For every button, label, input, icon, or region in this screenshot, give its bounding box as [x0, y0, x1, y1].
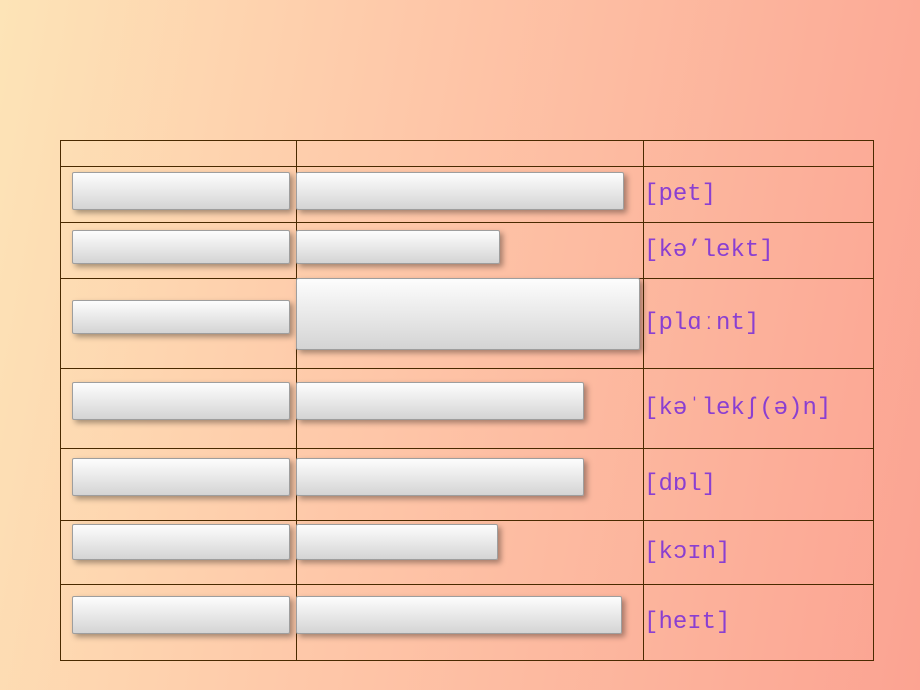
table-header-row [61, 141, 874, 167]
cover-bar-row4-col2 [296, 382, 584, 420]
ipa-cell: [dɒl] [644, 449, 874, 521]
ipa-text: [pet] [644, 181, 716, 208]
cover-bar-row5-col1 [72, 458, 290, 496]
ipa-text: [heɪt] [644, 609, 730, 636]
ipa-cell: [kə’lekt] [644, 223, 874, 279]
header-col1 [61, 141, 297, 167]
cover-bar-row1-col1 [72, 172, 290, 210]
cover-bar-row7-col1 [72, 596, 290, 634]
ipa-cell: [plɑːnt] [644, 279, 874, 369]
header-col3 [644, 141, 874, 167]
ipa-text: [kəˈlekʃ(ə)n] [644, 395, 831, 422]
cover-bar-row7-col2 [296, 596, 622, 634]
ipa-cell: [kɔɪn] [644, 521, 874, 585]
cover-bar-row1-col2 [296, 172, 624, 210]
cover-bar-row2-col1 [72, 230, 290, 264]
ipa-text: [plɑːnt] [644, 310, 759, 337]
cover-bar-row4-col1 [72, 382, 290, 420]
ipa-text: [kɔɪn] [644, 539, 730, 566]
cover-bar-row5-col2 [296, 458, 584, 496]
ipa-cell: [heɪt] [644, 585, 874, 661]
ipa-cell: [kəˈlekʃ(ə)n] [644, 369, 874, 449]
ipa-cell: [pet] [644, 167, 874, 223]
cover-bar-row3-col2 [296, 278, 640, 350]
ipa-text: [kə’lekt] [644, 237, 774, 264]
cover-bar-row6-col2 [296, 524, 498, 560]
canvas-background: [pet] [kə’lekt] [plɑːnt] [kəˈlekʃ(ə)n] [ [0, 0, 920, 690]
header-col2 [296, 141, 643, 167]
cover-bar-row6-col1 [72, 524, 290, 560]
cover-bar-row2-col2 [296, 230, 500, 264]
cover-bar-row3-col1 [72, 300, 290, 334]
ipa-text: [dɒl] [644, 471, 716, 498]
